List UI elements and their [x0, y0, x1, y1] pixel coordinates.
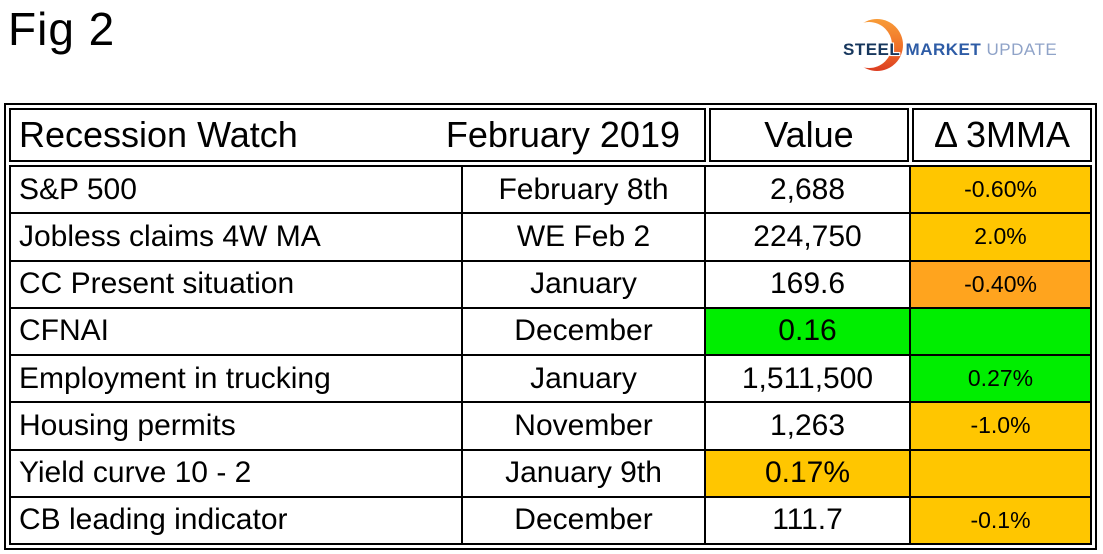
- table-body: S&P 500 February 8th 2,688 -0.60% Jobles…: [9, 165, 1092, 545]
- logo-text: STEEL MARKET UPDATE: [843, 40, 1057, 60]
- logo-word-update: UPDATE: [986, 40, 1058, 59]
- indicator-name-cell: Yield curve 10 - 2: [11, 450, 463, 496]
- value-cell: 224,750: [706, 214, 911, 260]
- indicator-name-cell: CB leading indicator: [11, 497, 463, 543]
- date-cell: November: [463, 403, 706, 449]
- date-cell: January: [463, 261, 706, 307]
- recession-watch-table: Recession Watch February 2019 Value Δ 3M…: [4, 103, 1097, 550]
- date-cell: January 9th: [463, 450, 706, 496]
- figure-label: Fig 2: [8, 3, 116, 55]
- delta-cell: -0.40%: [911, 261, 1090, 307]
- indicator-name-cell: CC Present situation: [11, 261, 463, 307]
- indicator-name-cell: Jobless claims 4W MA: [11, 214, 463, 260]
- value-cell: 0.17%: [706, 450, 911, 496]
- table-title-cell: Recession Watch February 2019: [9, 108, 706, 162]
- date-cell: WE Feb 2: [463, 214, 706, 260]
- table-row: S&P 500 February 8th 2,688 -0.60%: [11, 167, 1090, 215]
- delta-cell: [911, 450, 1090, 496]
- date-cell: February 8th: [463, 167, 706, 213]
- value-cell: 1,263: [706, 403, 911, 449]
- delta-cell: [911, 308, 1090, 354]
- table-row: Housing permits November 1,263 -1.0%: [11, 403, 1090, 451]
- value-cell: 0.16: [706, 308, 911, 354]
- indicator-name-cell: CFNAI: [11, 308, 463, 354]
- table-row: CB leading indicator December 111.7 -0.1…: [11, 497, 1090, 543]
- table-row: CC Present situation January 169.6 -0.40…: [11, 261, 1090, 309]
- table-row: Jobless claims 4W MA WE Feb 2 224,750 2.…: [11, 214, 1090, 262]
- delta-cell: -0.60%: [911, 167, 1090, 213]
- table-row: CFNAI December 0.16: [11, 308, 1090, 356]
- logo-word-market: MARKET: [905, 40, 982, 59]
- indicator-name-cell: Housing permits: [11, 403, 463, 449]
- date-cell: January: [463, 356, 706, 402]
- value-cell: 169.6: [706, 261, 911, 307]
- table-row: Yield curve 10 - 2 January 9th 0.17%: [11, 450, 1090, 498]
- table-title-month: February 2019: [445, 114, 680, 155]
- value-cell: 1,511,500: [706, 356, 911, 402]
- delta-cell: 0.27%: [911, 356, 1090, 402]
- table-header-row: Recession Watch February 2019 Value Δ 3M…: [9, 108, 1092, 162]
- logo-word-steel: STEEL: [843, 40, 901, 59]
- value-cell: 111.7: [706, 497, 911, 543]
- column-header-value: Value: [709, 108, 909, 162]
- column-header-delta-3mma: Δ 3MMA: [912, 108, 1092, 162]
- logo-crescent-icon: [851, 19, 903, 71]
- value-cell: 2,688: [706, 167, 911, 213]
- indicator-name-cell: Employment in trucking: [11, 356, 463, 402]
- indicator-name-cell: S&P 500: [11, 167, 463, 213]
- table-row: Employment in trucking January 1,511,500…: [11, 356, 1090, 404]
- date-cell: December: [463, 308, 706, 354]
- delta-cell: -1.0%: [911, 403, 1090, 449]
- date-cell: December: [463, 497, 706, 543]
- delta-cell: -0.1%: [911, 497, 1090, 543]
- steel-market-update-logo: STEEL MARKET UPDATE: [831, 19, 1057, 76]
- delta-cell: 2.0%: [911, 214, 1090, 260]
- table-title: Recession Watch: [19, 114, 298, 155]
